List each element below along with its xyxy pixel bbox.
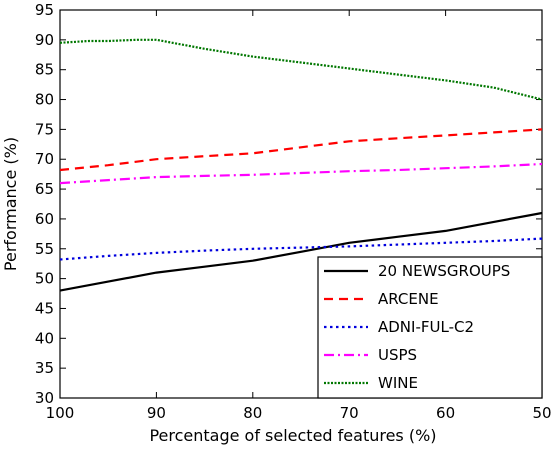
x-tick-label: 80: [243, 404, 262, 422]
y-axis: 30 35 40 45 50 55 60 65 70 75 80 85 90 95: [35, 1, 542, 407]
legend-label: ARCENE: [378, 290, 439, 308]
series-line-3: [59, 162, 543, 185]
x-tick-label: 60: [436, 404, 455, 422]
x-axis: 100 90 80 70 60 50: [46, 10, 552, 422]
x-tick-label: 100: [46, 404, 75, 422]
x-tick-label: 70: [340, 404, 359, 422]
y-tick-label: 85: [35, 61, 54, 79]
y-axis-label: Performance (%): [1, 137, 20, 271]
y-tick-label: 35: [35, 359, 54, 377]
x-axis-label: Percentage of selected features (%): [149, 426, 436, 445]
series-line-1: [59, 128, 543, 172]
series-line-0: [59, 211, 543, 292]
y-tick-label: 60: [35, 210, 54, 228]
y-tick-label: 70: [35, 150, 54, 168]
y-tick-label: 50: [35, 270, 54, 288]
legend: 20 NEWSGROUPS ARCENE ADNI-FUL-C2 USPS WINE: [317, 256, 543, 399]
y-tick-label: 90: [35, 31, 54, 49]
series-layer: [59, 38, 543, 292]
x-tick-label: 50: [532, 404, 551, 422]
x-tick-label: 90: [147, 404, 166, 422]
series-line-2: [59, 237, 543, 261]
y-tick-label: 75: [35, 120, 54, 138]
y-tick-label: 80: [35, 91, 54, 109]
legend-label: WINE: [378, 374, 418, 392]
plot-area: [59, 9, 543, 399]
y-tick-label: 65: [35, 180, 54, 198]
legend-label: ADNI-FUL-C2: [378, 318, 474, 336]
y-tick-label: 40: [35, 329, 54, 347]
y-tick-label: 55: [35, 240, 54, 258]
y-tick-label: 45: [35, 299, 54, 317]
y-tick-label: 30: [35, 389, 54, 407]
series-line-4: [59, 38, 543, 101]
legend-label: 20 NEWSGROUPS: [378, 262, 510, 280]
y-tick-label: 95: [35, 1, 54, 19]
legend-label: USPS: [378, 346, 417, 364]
